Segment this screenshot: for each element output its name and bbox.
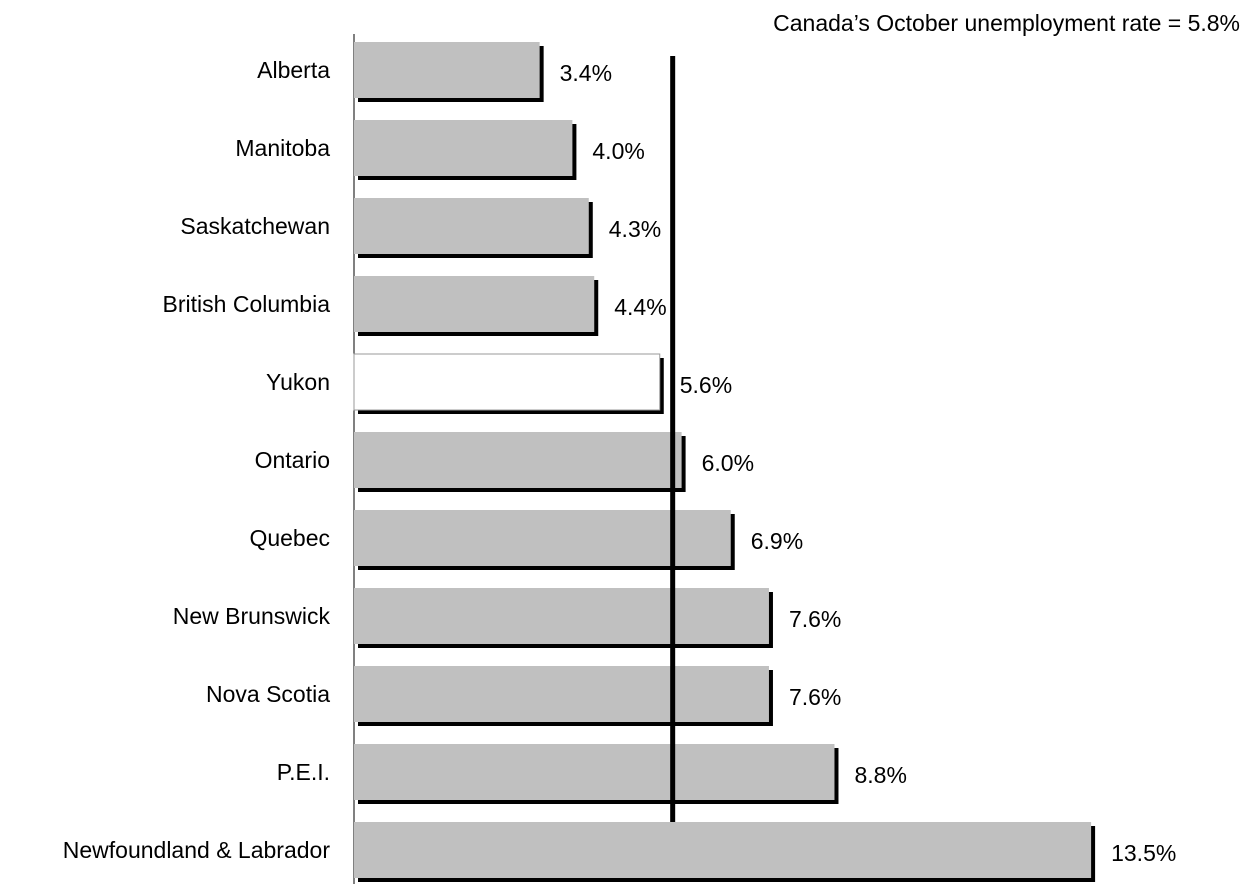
bars-layer xyxy=(353,42,1096,882)
value-label: 7.6% xyxy=(789,606,841,632)
value-label: 3.4% xyxy=(560,60,612,86)
value-label: 8.8% xyxy=(854,762,906,788)
category-label: Ontario xyxy=(255,447,330,473)
bar-nova-scotia xyxy=(354,666,769,722)
value-label: 13.5% xyxy=(1111,840,1176,866)
labels-layer: Alberta 3.4% Manitoba 4.0% Saskatchewan 4.3% B… xyxy=(63,57,1177,866)
bar-quebec xyxy=(354,510,731,566)
bar-alberta xyxy=(354,42,540,98)
value-label: 5.6% xyxy=(680,372,732,398)
bar-manitoba xyxy=(354,120,573,176)
bar-newfoundland-labrador xyxy=(354,822,1092,878)
bar-yukon xyxy=(353,353,661,411)
value-label: 6.9% xyxy=(751,528,803,554)
value-label: 4.3% xyxy=(609,216,661,242)
category-label: P.E.I. xyxy=(277,759,330,785)
category-label: Manitoba xyxy=(235,135,330,161)
category-label: New Brunswick xyxy=(173,603,331,629)
category-label: Quebec xyxy=(249,525,330,551)
value-label: 4.4% xyxy=(614,294,666,320)
category-label: British Columbia xyxy=(163,291,331,317)
category-label: Saskatchewan xyxy=(180,213,330,239)
bar-british-columbia xyxy=(354,276,595,332)
value-label: 6.0% xyxy=(702,450,754,476)
value-label: 4.0% xyxy=(592,138,644,164)
bar-ontario xyxy=(354,432,682,488)
bar-p-e-i- xyxy=(354,744,835,800)
category-label: Newfoundland & Labrador xyxy=(63,837,331,863)
bar-saskatchewan xyxy=(354,198,589,254)
category-label: Nova Scotia xyxy=(206,681,330,707)
value-label: 7.6% xyxy=(789,684,841,710)
reference-line-label: Canada’s October unemployment rate = 5.8… xyxy=(773,10,1240,36)
category-label: Yukon xyxy=(266,369,330,395)
bar-new-brunswick xyxy=(354,588,769,644)
category-label: Alberta xyxy=(257,57,330,83)
